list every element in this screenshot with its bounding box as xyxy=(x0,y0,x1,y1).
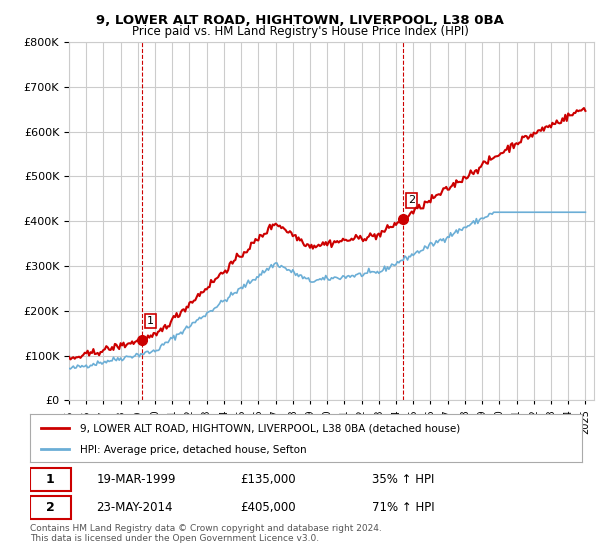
FancyBboxPatch shape xyxy=(30,496,71,519)
Text: Price paid vs. HM Land Registry's House Price Index (HPI): Price paid vs. HM Land Registry's House … xyxy=(131,25,469,38)
Text: Contains HM Land Registry data © Crown copyright and database right 2024.
This d: Contains HM Land Registry data © Crown c… xyxy=(30,524,382,543)
Text: 71% ↑ HPI: 71% ↑ HPI xyxy=(372,501,435,514)
Text: 2: 2 xyxy=(408,195,415,206)
Text: 1: 1 xyxy=(147,316,154,326)
Text: 1: 1 xyxy=(46,473,55,486)
Text: £405,000: £405,000 xyxy=(240,501,295,514)
Text: 23-MAY-2014: 23-MAY-2014 xyxy=(96,501,173,514)
FancyBboxPatch shape xyxy=(30,468,71,491)
Text: 9, LOWER ALT ROAD, HIGHTOWN, LIVERPOOL, L38 0BA (detached house): 9, LOWER ALT ROAD, HIGHTOWN, LIVERPOOL, … xyxy=(80,424,460,433)
Text: £135,000: £135,000 xyxy=(240,473,295,486)
Text: 19-MAR-1999: 19-MAR-1999 xyxy=(96,473,176,486)
Text: 9, LOWER ALT ROAD, HIGHTOWN, LIVERPOOL, L38 0BA: 9, LOWER ALT ROAD, HIGHTOWN, LIVERPOOL, … xyxy=(96,14,504,27)
Text: 35% ↑ HPI: 35% ↑ HPI xyxy=(372,473,434,486)
Text: HPI: Average price, detached house, Sefton: HPI: Average price, detached house, Seft… xyxy=(80,445,307,455)
Text: 2: 2 xyxy=(46,501,55,514)
